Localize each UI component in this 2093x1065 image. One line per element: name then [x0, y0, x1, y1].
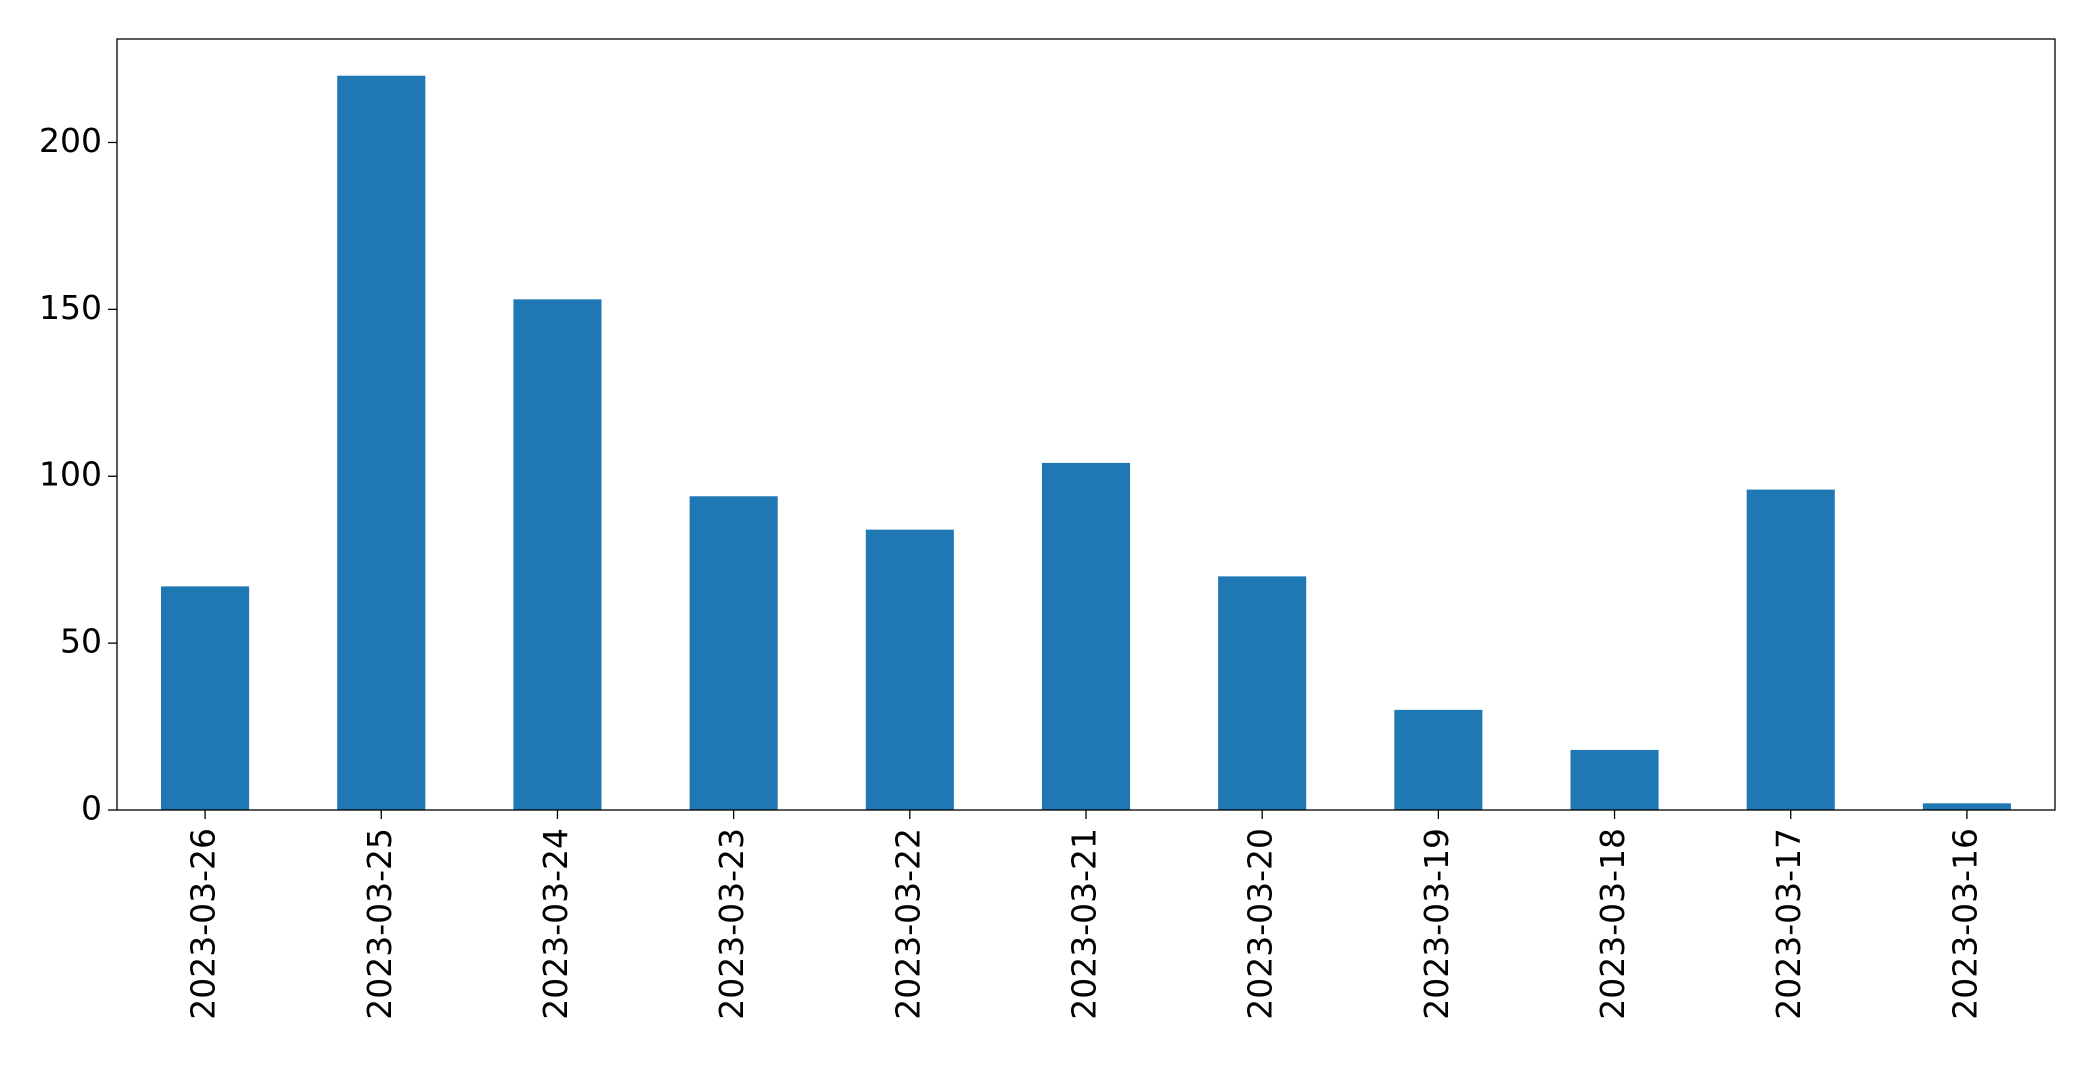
x-tick-label: 2023-03-22: [888, 828, 927, 1020]
bar-2023-03-18: [1570, 749, 1659, 810]
bar-2023-03-19: [1394, 709, 1483, 810]
plot-frame: [116, 38, 2056, 811]
y-tick-label: 0: [81, 789, 102, 828]
bar-2023-03-20: [1218, 576, 1307, 810]
bar-2023-03-22: [865, 529, 954, 810]
x-axis: 2023-03-26 2023-03-25 2023-03-24 2023-03-23…: [184, 810, 1984, 1020]
bar-2023-03-16: [1922, 803, 2011, 810]
x-tick-label: 2023-03-23: [712, 828, 751, 1020]
x-tick-label: 2023-03-21: [1065, 828, 1104, 1020]
y-axis: 0 50 100 150 200: [39, 121, 117, 828]
x-tick-label: 2023-03-24: [536, 828, 575, 1020]
y-tick-label: 100: [39, 455, 102, 494]
y-tick-label: 150: [39, 288, 102, 327]
x-tick-label: 2023-03-18: [1593, 828, 1632, 1020]
y-tick-label: 200: [39, 121, 102, 160]
bar-2023-03-25: [337, 75, 426, 810]
x-tick-label: 2023-03-19: [1417, 828, 1456, 1020]
bar-2023-03-24: [513, 299, 602, 810]
x-tick-label: 2023-03-20: [1241, 828, 1280, 1020]
bar-2023-03-21: [1041, 462, 1131, 810]
bar-2023-03-17: [1746, 489, 1835, 810]
bar-2023-03-26: [161, 586, 250, 810]
x-tick-label: 2023-03-25: [360, 828, 399, 1020]
x-tick-label: 2023-03-16: [1945, 828, 1984, 1020]
x-tick-label: 2023-03-26: [184, 828, 223, 1020]
bar-2023-03-23: [689, 496, 778, 810]
x-tick-label: 2023-03-17: [1769, 828, 1808, 1020]
y-tick-label: 50: [60, 622, 102, 661]
bars-layer: [161, 75, 2011, 810]
